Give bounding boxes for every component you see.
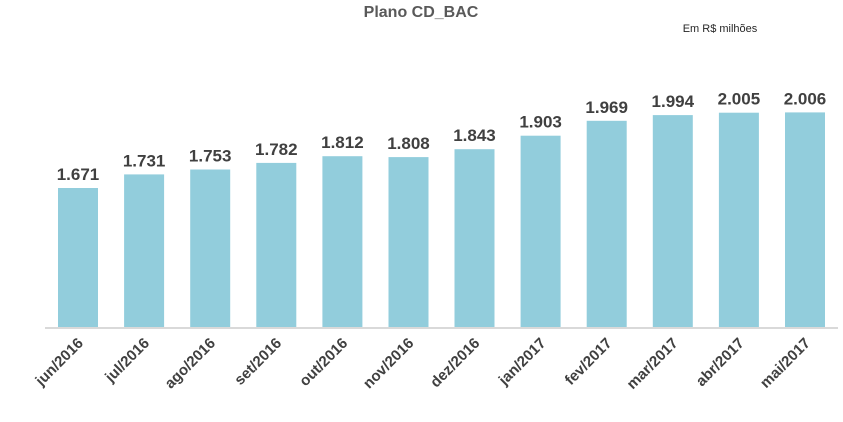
value-label-jan-2017: 1.903 (519, 113, 562, 132)
x-tick-label-dez-2016: dez/2016 (427, 335, 483, 391)
bar-ago-2016 (190, 169, 231, 328)
chart-title: Plano CD_BAC (364, 4, 479, 21)
x-tick-label-out-2016: out/2016 (296, 335, 351, 390)
x-tick-label-fev-2017: fev/2017 (562, 335, 616, 389)
value-label-jul-2016: 1.731 (123, 151, 166, 170)
bar-jul-2016 (124, 174, 165, 328)
unit-note: Em R$ milhões (683, 23, 758, 35)
value-label-fev-2017: 1.969 (585, 98, 628, 117)
bar-nov-2016 (388, 157, 429, 328)
bar-fev-2017 (586, 120, 627, 328)
value-label-dez-2016: 1.843 (453, 126, 496, 145)
x-tick-labels-group: jun/2016 jul/2016 ago/2016 set/2016 out/2016… (32, 335, 814, 393)
value-label-set-2016: 1.782 (255, 140, 298, 159)
x-tick-label-jul-2016: jul/2016 (101, 335, 153, 387)
x-tick-label-ago-2016: ago/2016 (162, 335, 219, 392)
value-label-ago-2016: 1.753 (189, 147, 232, 166)
value-labels-group: 1.671 1.731 1.753 1.782 1.812 1.808 1.843 1.903… (57, 89, 827, 184)
x-tick-label-set-2016: set/2016 (231, 335, 285, 389)
value-label-mar-2017: 1.994 (652, 92, 695, 111)
bar-mar-2017 (652, 115, 693, 328)
value-label-mai-2017: 2.006 (784, 89, 827, 108)
bar-mai-2017 (785, 112, 825, 329)
bar-out-2016 (322, 156, 363, 328)
value-label-out-2016: 1.812 (321, 133, 364, 152)
value-label-nov-2016: 1.808 (387, 134, 430, 153)
bars-group (58, 112, 825, 329)
bar-set-2016 (256, 162, 297, 328)
x-tick-label-abr-2017: abr/2017 (693, 335, 748, 390)
bar-jun-2016 (58, 188, 98, 328)
value-label-jun-2016: 1.671 (57, 165, 100, 184)
x-tick-label-jun-2016: jun/2016 (32, 335, 87, 390)
bar-dez-2016 (454, 149, 495, 328)
bar-jan-2017 (520, 135, 561, 328)
x-tick-label-nov-2016: nov/2016 (360, 335, 417, 392)
bar-abr-2017 (718, 112, 759, 328)
value-label-abr-2017: 2.005 (718, 90, 761, 109)
x-tick-label-mai-2017: mai/2017 (757, 335, 814, 392)
x-tick-label-mar-2017: mar/2017 (624, 335, 682, 393)
x-tick-label-jan-2017: jan/2017 (495, 335, 550, 390)
